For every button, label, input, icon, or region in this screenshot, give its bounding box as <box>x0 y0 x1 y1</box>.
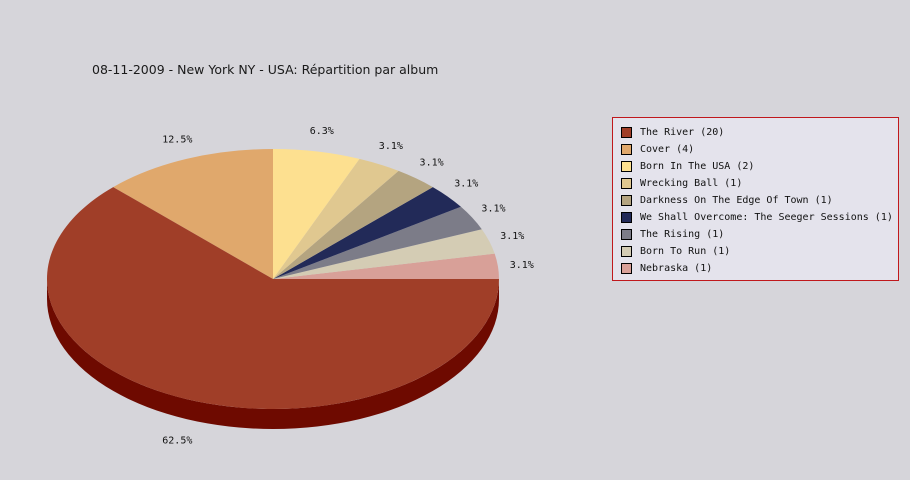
legend-label: Born In The USA (2) <box>640 161 755 172</box>
pie-percent-label: 12.5% <box>162 135 192 146</box>
legend-item: The Rising (1) <box>613 226 898 243</box>
pie-percent-label: 3.1% <box>420 158 444 169</box>
pie-percent-label: 62.5% <box>162 435 192 446</box>
legend-swatch <box>621 229 632 240</box>
pie-slice-nebraska-1[interactable] <box>273 253 499 279</box>
pie-slice-cover-4[interactable] <box>113 149 273 279</box>
pie-slices <box>47 149 500 409</box>
legend-swatch <box>621 161 632 172</box>
legend-item: Born To Run (1) <box>613 243 898 260</box>
legend-item: We Shall Overcome: The Seeger Sessions (… <box>613 209 898 226</box>
pie-slice-we-shall-overcome-the-seeger-sessions-1[interactable] <box>273 187 461 279</box>
legend-item: Nebraska (1) <box>613 260 898 277</box>
legend-swatch <box>621 144 632 155</box>
legend-label: Born To Run (1) <box>640 246 731 257</box>
legend-label: The River (20) <box>640 127 725 138</box>
pie-slice-wrecking-ball-1[interactable] <box>273 158 399 279</box>
legend-item: Born In The USA (2) <box>613 158 898 175</box>
legend: The River (20) Cover (4) Born In The USA (… <box>612 117 899 281</box>
legend-label: Cover (4) <box>640 144 695 155</box>
chart-title: 08-11-2009 - New York NY - USA: Répartit… <box>92 62 439 77</box>
legend-label: Wrecking Ball (1) <box>640 178 743 189</box>
pie-slice-born-to-run-1[interactable] <box>273 229 495 279</box>
pie-percent-label: 6.3% <box>310 126 334 137</box>
pie-slice-the-rising-1[interactable] <box>273 206 482 279</box>
pie-percent-label: 3.1% <box>454 179 478 190</box>
pie-percent-labels: 3.1% 3.1% 3.1% 3.1% 3.1% 3.1% 6.3% 12.5% 62.5% <box>162 126 534 447</box>
pie-percent-label: 3.1% <box>379 141 403 152</box>
legend-swatch <box>621 195 632 206</box>
legend-label: The Rising (1) <box>640 229 725 240</box>
legend-item: Darkness On The Edge Of Town (1) <box>613 192 898 209</box>
legend-label: We Shall Overcome: The Seeger Sessions (… <box>640 212 893 223</box>
pie-percent-label: 3.1% <box>500 231 524 242</box>
legend-swatch <box>621 246 632 257</box>
pie-slice-born-in-the-usa-2[interactable] <box>273 149 360 279</box>
legend-swatch <box>621 212 632 223</box>
legend-item: The River (20) <box>613 124 898 141</box>
legend-label: Nebraska (1) <box>640 263 713 274</box>
pie-slice-darkness-on-the-edge-of-town-1[interactable] <box>273 170 433 279</box>
legend-item: Cover (4) <box>613 141 898 158</box>
legend-swatch <box>621 263 632 274</box>
legend-label: Darkness On The Edge Of Town (1) <box>640 195 833 206</box>
pie-percent-label: 3.1% <box>481 203 505 214</box>
legend-item: Wrecking Ball (1) <box>613 175 898 192</box>
pie-percent-label: 3.1% <box>510 260 534 271</box>
legend-swatch <box>621 127 632 138</box>
pie-slice-the-river-20[interactable] <box>47 187 500 409</box>
legend-swatch <box>621 178 632 189</box>
